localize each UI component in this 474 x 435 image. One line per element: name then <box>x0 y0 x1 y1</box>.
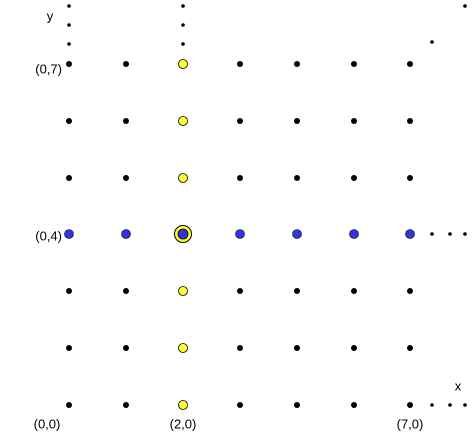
ellipsis-dot <box>181 23 185 27</box>
blue-point <box>64 229 74 239</box>
ellipsis-dot <box>181 4 185 8</box>
lattice-point <box>407 345 413 351</box>
lattice-point <box>294 61 300 67</box>
ellipsis-dot <box>430 40 434 44</box>
ellipsis-dot <box>67 23 71 27</box>
lattice-point <box>237 345 243 351</box>
lattice-point <box>351 288 357 294</box>
lattice-point <box>237 118 243 124</box>
blue-point <box>235 229 245 239</box>
lattice-point <box>237 175 243 181</box>
blue-point <box>349 229 359 239</box>
x-axis-label: x <box>455 378 462 393</box>
lattice-point <box>294 288 300 294</box>
ellipsis-dot <box>448 403 452 407</box>
yellow-point <box>178 343 188 353</box>
point-label: (0,7) <box>35 61 62 76</box>
lattice-point <box>123 118 129 124</box>
ellipsis-dot <box>448 232 452 236</box>
lattice-point <box>237 402 243 408</box>
ellipsis-dot <box>463 232 467 236</box>
lattice-point <box>294 402 300 408</box>
lattice-point <box>351 175 357 181</box>
lattice-point <box>351 402 357 408</box>
point-label: (2,0) <box>170 416 197 431</box>
ellipsis-dot <box>430 403 434 407</box>
lattice-point <box>123 288 129 294</box>
yellow-point <box>178 286 188 296</box>
lattice-point <box>66 288 72 294</box>
point-label: (0,4) <box>35 228 62 243</box>
lattice-point <box>66 175 72 181</box>
lattice-point <box>123 61 129 67</box>
yellow-point <box>178 116 188 126</box>
lattice-point <box>407 175 413 181</box>
lattice-point <box>407 402 413 408</box>
lattice-point <box>123 175 129 181</box>
blue-point <box>405 229 415 239</box>
y-axis-label: y <box>47 8 54 23</box>
blue-point <box>177 228 189 240</box>
yellow-point <box>178 400 188 410</box>
ellipsis-dot <box>181 42 185 46</box>
ellipsis-dot <box>67 4 71 8</box>
yellow-point <box>178 59 188 69</box>
lattice-point <box>407 288 413 294</box>
yellow-point <box>178 173 188 183</box>
lattice-point <box>294 345 300 351</box>
blue-point <box>292 229 302 239</box>
blue-point <box>121 229 131 239</box>
lattice-point <box>123 345 129 351</box>
ellipsis-dot <box>463 403 467 407</box>
point-label: (0,0) <box>34 416 61 431</box>
lattice-point <box>123 402 129 408</box>
lattice-point <box>237 288 243 294</box>
lattice-point <box>407 118 413 124</box>
point-label: (7,0) <box>397 416 424 431</box>
lattice-point <box>66 118 72 124</box>
lattice-point <box>237 61 243 67</box>
lattice-point <box>66 402 72 408</box>
lattice-point <box>66 61 72 67</box>
ellipsis-dot <box>463 4 467 8</box>
lattice-point <box>407 61 413 67</box>
lattice-point <box>351 118 357 124</box>
lattice-point <box>351 61 357 67</box>
lattice-point <box>351 345 357 351</box>
ellipsis-dot <box>430 232 434 236</box>
lattice-point <box>294 118 300 124</box>
lattice-point <box>294 175 300 181</box>
lattice-point <box>66 345 72 351</box>
ellipsis-dot <box>67 42 71 46</box>
